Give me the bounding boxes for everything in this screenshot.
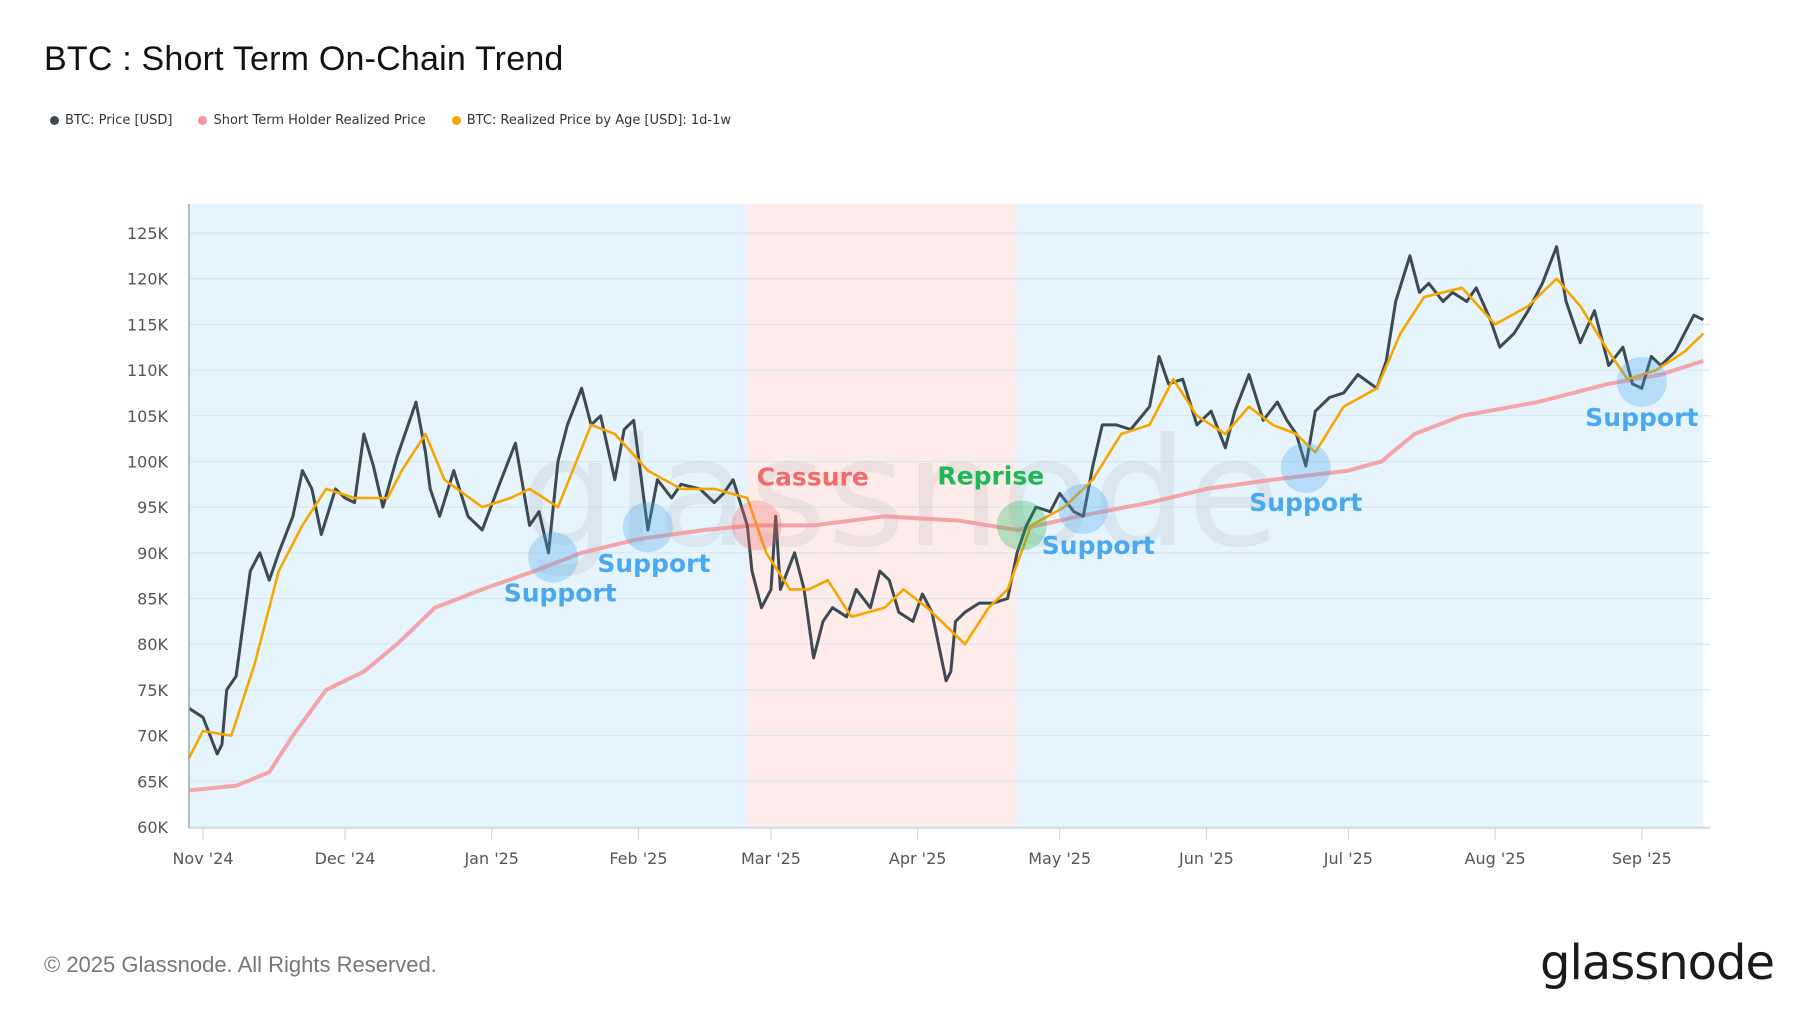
y-tick-label: 80K: [137, 635, 168, 654]
annotation-marker: [731, 500, 782, 551]
y-tick-label: 100K: [127, 452, 169, 471]
x-tick-label: Dec '24: [315, 849, 376, 868]
legend-label: BTC: Realized Price by Age [USD]: 1d-1w: [466, 113, 732, 128]
y-tick-label: 90K: [137, 544, 168, 563]
y-tick-label: 70K: [137, 727, 168, 746]
legend-item-realized-1d-1w[interactable]: BTC: Realized Price by Age [USD]: 1d-1w: [451, 113, 732, 128]
x-tick-label: Jan '25: [463, 849, 519, 868]
y-tick-label: 65K: [137, 772, 168, 791]
legend-dot-icon: [198, 116, 208, 125]
y-tick-label: 85K: [137, 590, 168, 609]
x-tick-label: Sep '25: [1612, 849, 1672, 868]
watermark: glassnode: [520, 407, 1279, 581]
annotation-label-reprise: Reprise: [937, 461, 1044, 490]
series-line-realized-price-1d-1w: [187, 277, 1705, 759]
annotation-label-support: Support: [1042, 531, 1155, 560]
y-tick-label: 110K: [127, 361, 169, 380]
legend-label: Short Term Holder Realized Price: [213, 113, 426, 128]
x-tick-label: Jul '25: [1323, 849, 1373, 868]
y-tick-label: 75K: [137, 681, 168, 700]
y-tick-label: 60K: [137, 818, 168, 837]
annotation-marker: [622, 502, 673, 553]
y-tick-label: 95K: [137, 498, 168, 517]
x-tick-label: Jun '25: [1178, 849, 1234, 868]
x-tick-label: May '25: [1028, 849, 1091, 868]
legend-dot-icon: [50, 116, 59, 125]
legend-item-price[interactable]: BTC: Price [USD]: [50, 113, 172, 128]
annotation-label-support: Support: [1585, 403, 1698, 432]
glassnode-logo: glassnode: [1540, 935, 1775, 991]
annotation-marker: [1058, 483, 1109, 534]
background-region: [1017, 204, 1704, 828]
x-tick-label: Feb '25: [609, 849, 667, 868]
x-tick-label: Nov '24: [172, 849, 233, 868]
annotation-label-support: Support: [1249, 488, 1362, 517]
annotation-label-cassure: Cassure: [757, 462, 869, 491]
legend-dot-icon: [451, 116, 461, 125]
legend-label: BTC: Price [USD]: [65, 113, 173, 128]
y-tick-label: 125K: [127, 224, 169, 243]
y-tick-label: 120K: [127, 270, 169, 289]
y-tick-label: 105K: [127, 407, 169, 426]
x-tick-label: Mar '25: [741, 849, 801, 868]
x-tick-label: Aug '25: [1465, 849, 1526, 868]
series-line-sth-realized-price: [188, 358, 1705, 793]
chart-title: BTC : Short Term On-Chain Trend: [44, 40, 564, 78]
legend: BTC: Price [USD] Short Term Holder Reali…: [50, 113, 731, 128]
x-tick-label: Apr '25: [889, 849, 947, 868]
annotation-marker: [1280, 442, 1331, 493]
y-tick-label: 115K: [127, 315, 169, 334]
series-line-btc-price: [187, 245, 1705, 756]
copyright: © 2025 Glassnode. All Rights Reserved.: [44, 952, 437, 977]
annotation-label-support: Support: [504, 578, 617, 607]
annotation-label-support: Support: [597, 549, 710, 578]
annotation-marker: [1616, 356, 1667, 407]
legend-item-sth-realized[interactable]: Short Term Holder Realized Price: [198, 113, 426, 128]
annotation-marker: [996, 500, 1047, 551]
annotation-marker: [528, 532, 579, 583]
